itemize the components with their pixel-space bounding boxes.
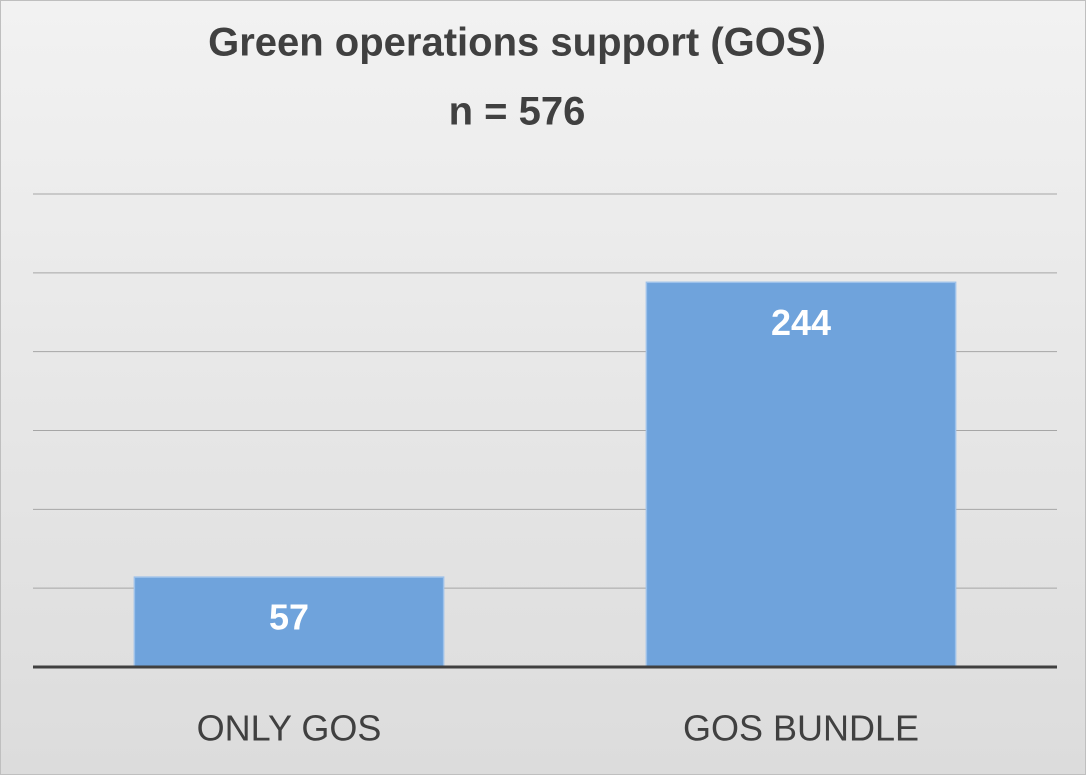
data-label: 244	[771, 302, 831, 343]
bar	[133, 576, 445, 668]
x-tick-label: GOS BUNDLE	[683, 708, 919, 749]
chart-title: Green operations support (GOS)	[208, 21, 826, 65]
data-label: 57	[269, 597, 309, 638]
x-tick-label: ONLY GOS	[197, 708, 382, 749]
chart-subtitle: n = 576	[449, 90, 586, 134]
bar	[645, 281, 957, 668]
